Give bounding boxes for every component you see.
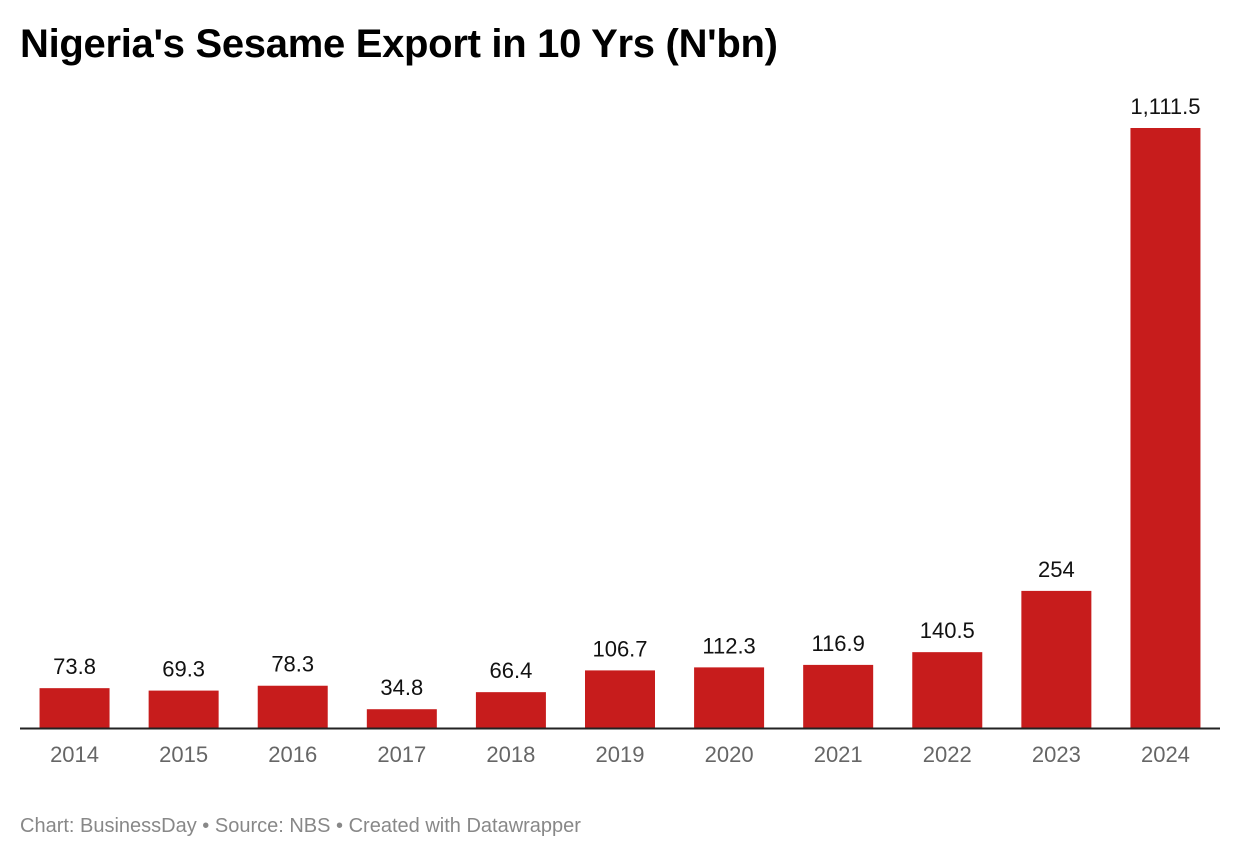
x-tick-label-2018: 2018 [486,742,535,767]
value-label-2016: 78.3 [271,652,314,677]
value-label-2021: 116.9 [811,631,864,656]
value-label-2023: 254 [1038,557,1075,582]
value-label-2020: 112.3 [702,633,755,658]
bar-2014 [39,688,110,728]
value-label-2017: 34.8 [380,675,423,700]
x-tick-label-2015: 2015 [159,742,208,767]
bar-2021 [803,664,874,728]
value-label-2019: 106.7 [592,636,647,661]
value-label-2018: 66.4 [489,658,532,683]
x-tick-label-2016: 2016 [268,742,317,767]
bar-2015 [148,690,219,728]
bar-2022 [912,652,983,728]
value-label-2014: 73.8 [53,654,96,679]
bars-group [39,128,1201,728]
value-label-2022: 140.5 [920,618,975,643]
x-tick-label-2017: 2017 [377,742,426,767]
bar-2018 [475,692,546,728]
value-labels-group: 73.8 69.3 78.3 34.8 66.4 106.7 112.3 116.9 140.5… [53,94,1200,700]
x-tick-label-2014: 2014 [50,742,99,767]
bar-2023 [1021,590,1092,728]
footer-credit: Chart: BusinessDay [20,815,197,837]
footer-tool: Created with Datawrapper [348,815,581,837]
chart-title: Nigeria's Sesame Export in 10 Yrs (N'bn) [20,22,778,66]
bar-2020 [694,667,765,728]
x-tick-label-2019: 2019 [596,742,645,767]
bar-2017 [366,709,437,728]
x-tick-label-2020: 2020 [705,742,754,767]
x-tick-label-2023: 2023 [1032,742,1081,767]
bar-2019 [585,670,655,728]
x-tick-labels-group: 2014 2015 2016 2017 2018 2019 2020 2021 2022 2023… [50,742,1190,767]
x-tick-label-2024: 2024 [1141,742,1190,767]
bar-2016 [257,685,328,728]
value-label-2024: 1,111.5 [1130,94,1200,119]
value-label-2015: 69.3 [162,657,205,682]
x-tick-label-2021: 2021 [814,742,863,767]
chart-footer: Chart: BusinessDay • Source: NBS • Creat… [20,815,581,837]
x-tick-label-2022: 2022 [923,742,972,767]
footer-source: Source: NBS [214,815,331,837]
bar-2024 [1130,128,1201,728]
